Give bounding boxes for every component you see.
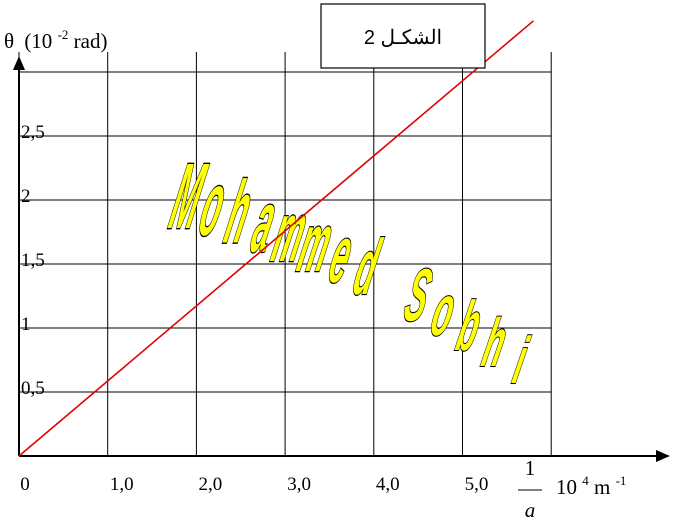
axes [13,56,670,462]
x-axis-unit-exp2: -1 [616,473,627,488]
x-axis-arrow [656,450,670,462]
x-tick-label: 4,0 [376,474,400,495]
figure-badge: الشكـل 2 [320,3,486,69]
x-axis-unit: 10 4 m -1 [556,466,626,499]
watermark-letter: h [476,305,514,381]
x-tick-label: 1,0 [110,474,134,495]
x-axis-fraction-num: 1 [525,456,536,480]
y-axis-unit-pre: (10 [24,29,52,53]
y-tick-label: 1 [21,314,31,335]
x-tick-label: 3,0 [287,474,311,495]
y-tick-label: 0,5 [21,378,45,399]
x-tick-label: 2,0 [199,474,223,495]
x-axis-unit-post: m [594,475,610,499]
x-tick-label: 5,0 [465,474,489,495]
y-tick-label: 1,5 [21,250,45,271]
series-line [18,20,534,457]
grid [18,52,552,456]
x-tick-label: 0 [20,474,30,495]
x-axis-fraction-den: a [525,498,536,522]
y-axis-unit-exp: -2 [58,27,69,42]
watermark-letter: i [507,324,535,397]
y-axis-unit-post: rad) [74,29,108,53]
y-axis-arrow [13,56,25,70]
series-layer [18,20,534,457]
y-axis-symbol: θ [4,29,14,53]
x-axis-label: 1 a 10 4 m -1 [518,456,626,522]
x-tick-labels: 0 1,0 2,0 3,0 4,0 5,0 [20,474,488,495]
x-axis-unit-exp: 4 [582,473,589,488]
y-tick-label: 2,5 [21,122,45,143]
x-axis-unit-pre: 10 [556,475,577,499]
y-tick-label: 2 [21,186,31,207]
y-tick-labels: 0,5 1 1,5 2 2,5 [21,122,45,399]
figure-badge-text: الشكـل 2 [364,27,442,49]
y-axis-label: θ (10 -2 rad) [4,20,107,53]
figure-badge-box [320,3,486,69]
